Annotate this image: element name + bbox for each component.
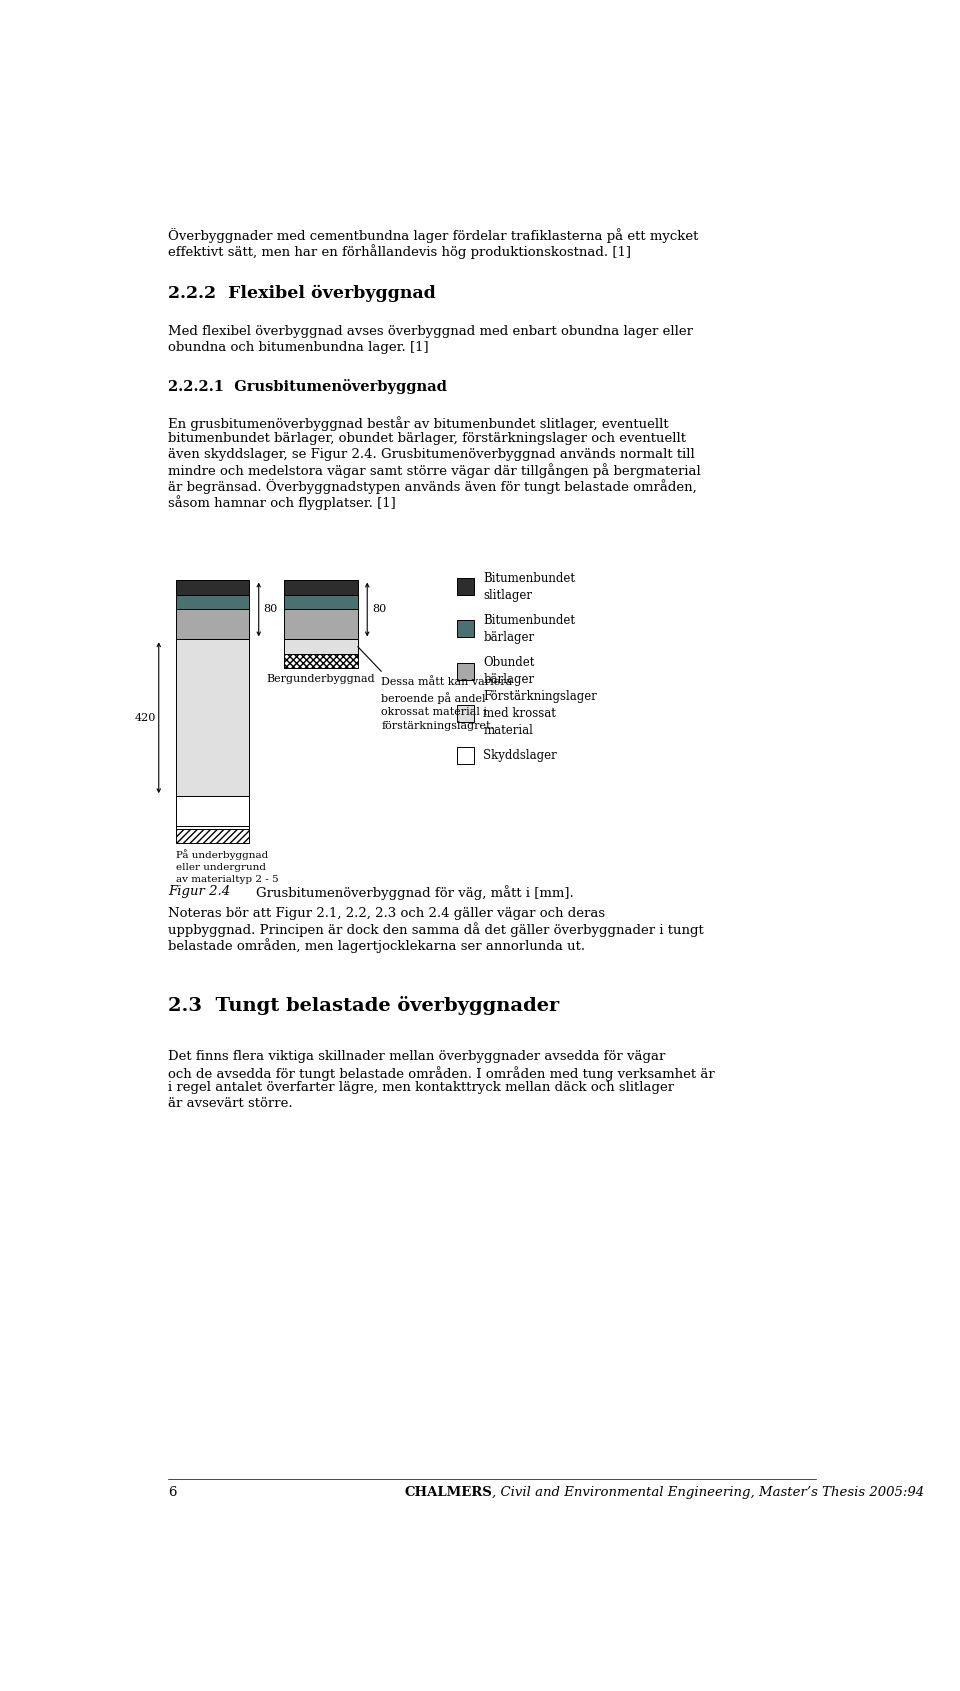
- Bar: [176, 609, 250, 639]
- Text: CHALMERS: CHALMERS: [404, 1486, 492, 1498]
- Bar: [457, 705, 474, 722]
- Text: Med flexibel överbyggnad avses överbyggnad med enbart obundna lager eller: Med flexibel överbyggnad avses överbyggn…: [168, 325, 693, 338]
- Bar: [457, 578, 474, 595]
- Text: Överbyggnader med cementbundna lager fördelar trafiklasterna på ett mycket: Överbyggnader med cementbundna lager för…: [168, 228, 699, 244]
- Bar: [176, 639, 250, 796]
- Text: Figur 2.4: Figur 2.4: [168, 886, 230, 898]
- Bar: [176, 829, 250, 842]
- Text: Skyddslager: Skyddslager: [484, 749, 557, 763]
- Text: 2.3  Tungt belastade överbyggnader: 2.3 Tungt belastade överbyggnader: [168, 996, 560, 1015]
- Text: bitumenbundet bärlager, obundet bärlager, förstärkningslager och eventuellt: bitumenbundet bärlager, obundet bärlager…: [168, 433, 686, 445]
- Text: mindre och medelstora vägar samt större vägar där tillgången på bergmaterial: mindre och medelstora vägar samt större …: [168, 463, 701, 479]
- Text: Bitumenbundet
slitlager: Bitumenbundet slitlager: [484, 572, 575, 602]
- Bar: [176, 580, 250, 595]
- Bar: [284, 654, 358, 668]
- Text: belastade områden, men lagertjocklekarna ser annorlunda ut.: belastade områden, men lagertjocklekarna…: [168, 939, 586, 954]
- Bar: [284, 595, 358, 609]
- Bar: [457, 663, 474, 680]
- Text: Bergunderbyggnad: Bergunderbyggnad: [267, 675, 375, 685]
- Text: Bitumenbundet
bärlager: Bitumenbundet bärlager: [484, 614, 575, 644]
- Text: 80: 80: [263, 604, 277, 614]
- Text: Obundet
bärlager: Obundet bärlager: [484, 656, 535, 687]
- Text: Grusbitumenöverbyggnad för väg, mått i [mm].: Grusbitumenöverbyggnad för väg, mått i […: [239, 886, 574, 900]
- Text: såsom hamnar och flygplatser. [1]: såsom hamnar och flygplatser. [1]: [168, 495, 396, 509]
- Bar: [176, 796, 250, 825]
- Bar: [176, 595, 250, 609]
- Text: effektivt sätt, men har en förhållandevis hög produktionskostnad. [1]: effektivt sätt, men har en förhållandevi…: [168, 244, 631, 259]
- Text: och de avsedda för tungt belastade områden. I områden med tung verksamhet är: och de avsedda för tungt belastade områd…: [168, 1065, 715, 1081]
- Text: 2.2.2.1  Grusbitumenöverbyggnad: 2.2.2.1 Grusbitumenöverbyggnad: [168, 379, 447, 394]
- Text: , Civil and Environmental Engineering, Master’s Thesis 2005:94: , Civil and Environmental Engineering, M…: [492, 1486, 924, 1498]
- Text: i regel antalet överfarter lägre, men kontakttryck mellan däck och slitlager: i regel antalet överfarter lägre, men ko…: [168, 1081, 674, 1094]
- Text: uppbyggnad. Principen är dock den samma då det gäller överbyggnader i tungt: uppbyggnad. Principen är dock den samma …: [168, 923, 704, 937]
- Bar: [284, 609, 358, 639]
- Text: Det finns flera viktiga skillnader mellan överbyggnader avsedda för vägar: Det finns flera viktiga skillnader mella…: [168, 1050, 665, 1064]
- Text: På underbyggnad
eller undergrund
av materialtyp 2 - 5: På underbyggnad eller undergrund av mate…: [176, 849, 278, 884]
- Text: En grusbitumenöverbyggnad består av bitumenbundet slitlager, eventuellt: En grusbitumenöverbyggnad består av bitu…: [168, 416, 669, 431]
- Text: 2.2.2  Flexibel överbyggnad: 2.2.2 Flexibel överbyggnad: [168, 286, 436, 303]
- Text: obundna och bitumenbundna lager. [1]: obundna och bitumenbundna lager. [1]: [168, 340, 429, 353]
- Bar: [284, 580, 358, 595]
- Text: Noteras bör att Figur 2.1, 2.2, 2.3 och 2.4 gäller vägar och deras: Noteras bör att Figur 2.1, 2.2, 2.3 och …: [168, 906, 605, 920]
- Text: 80: 80: [372, 604, 386, 614]
- Text: är avsevärt större.: är avsevärt större.: [168, 1097, 293, 1109]
- Text: Förstärkningslager
med krossat
material: Förstärkningslager med krossat material: [484, 690, 597, 737]
- Text: är begränsad. Överbyggnadstypen används även för tungt belastade områden,: är begränsad. Överbyggnadstypen används …: [168, 479, 697, 494]
- Bar: [284, 639, 358, 654]
- Text: 6: 6: [168, 1486, 177, 1498]
- Text: 420: 420: [134, 712, 156, 722]
- Text: Dessa mått kan variera
beroende på andel
okrossat material i
förstärkningslagret: Dessa mått kan variera beroende på andel…: [381, 678, 513, 731]
- Text: även skyddslager, se Figur 2.4. Grusbitumenöverbyggnad används normalt till: även skyddslager, se Figur 2.4. Grusbitu…: [168, 448, 695, 460]
- Bar: [457, 621, 474, 638]
- Bar: [457, 747, 474, 764]
